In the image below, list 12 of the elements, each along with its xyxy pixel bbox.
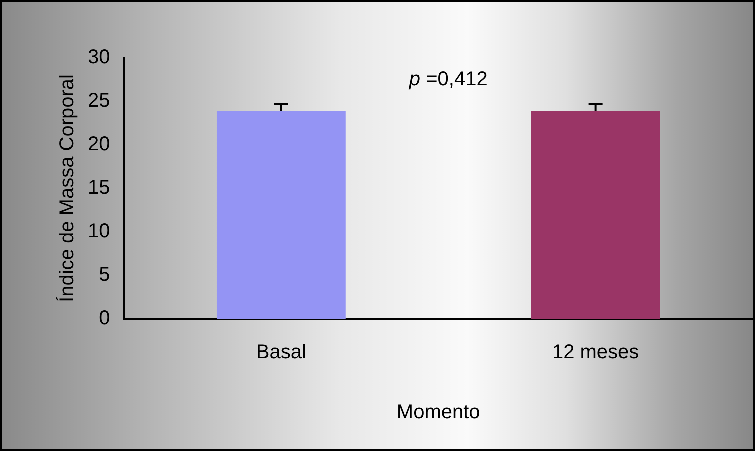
y-axis-title: Índice de Massa Corporal bbox=[56, 74, 79, 302]
x-axis-title: Momento bbox=[396, 402, 480, 424]
x-tick-label: Basal bbox=[256, 342, 306, 364]
annotation: p =0,412 bbox=[408, 68, 488, 91]
y-tick-label: 25 bbox=[88, 90, 110, 112]
y-tick-label: 0 bbox=[99, 308, 110, 330]
y-tick-label: 5 bbox=[99, 264, 110, 286]
y-tick-label: 30 bbox=[88, 46, 110, 69]
y-tick-label: 10 bbox=[88, 220, 110, 243]
x-tick-label: 12 meses bbox=[552, 342, 640, 364]
y-tick-label: 15 bbox=[88, 177, 110, 200]
y-tick-label: 20 bbox=[88, 134, 110, 156]
